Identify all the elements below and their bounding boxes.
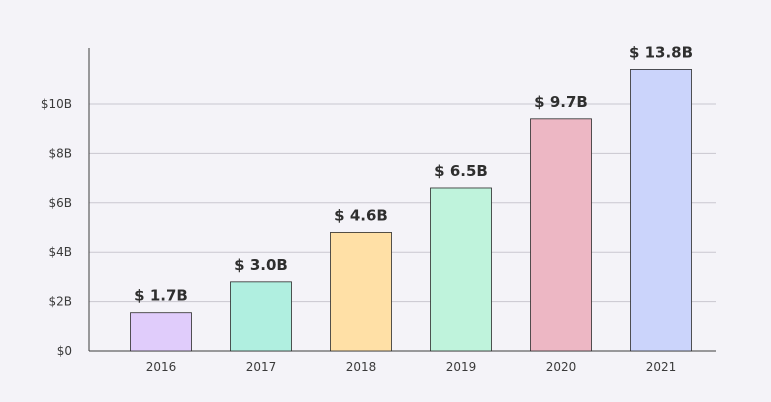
y-tick-label: $0	[57, 344, 72, 358]
y-tick-label: $6B	[48, 196, 72, 210]
data-label-2018: $ 4.6B	[334, 206, 388, 224]
data-label-2020: $ 9.7B	[534, 93, 588, 111]
bar-2021	[630, 69, 692, 352]
data-label-2017: $ 3.0B	[234, 256, 288, 274]
x-tick-label-2018: 2018	[346, 360, 377, 374]
x-tick-label-2016: 2016	[146, 360, 177, 374]
x-tick-label-2021: 2021	[646, 360, 677, 374]
data-label-2016: $ 1.7B	[134, 287, 188, 305]
x-tick-label-2017: 2017	[246, 360, 277, 374]
y-tick-label: $4B	[48, 245, 72, 259]
bar-2017	[230, 281, 292, 352]
data-label-2021: $ 13.8B	[629, 43, 693, 61]
bar-2019	[430, 187, 492, 352]
data-label-2019: $ 6.5B	[434, 162, 488, 180]
bar-2016	[130, 312, 192, 352]
bar-2018	[330, 232, 392, 352]
bar-2020	[530, 118, 592, 352]
x-tick-label-2019: 2019	[446, 360, 477, 374]
x-tick-label-2020: 2020	[546, 360, 577, 374]
y-tick-label: $8B	[48, 146, 72, 160]
y-tick-label: $10B	[41, 97, 72, 111]
y-tick-label: $2B	[48, 295, 72, 309]
